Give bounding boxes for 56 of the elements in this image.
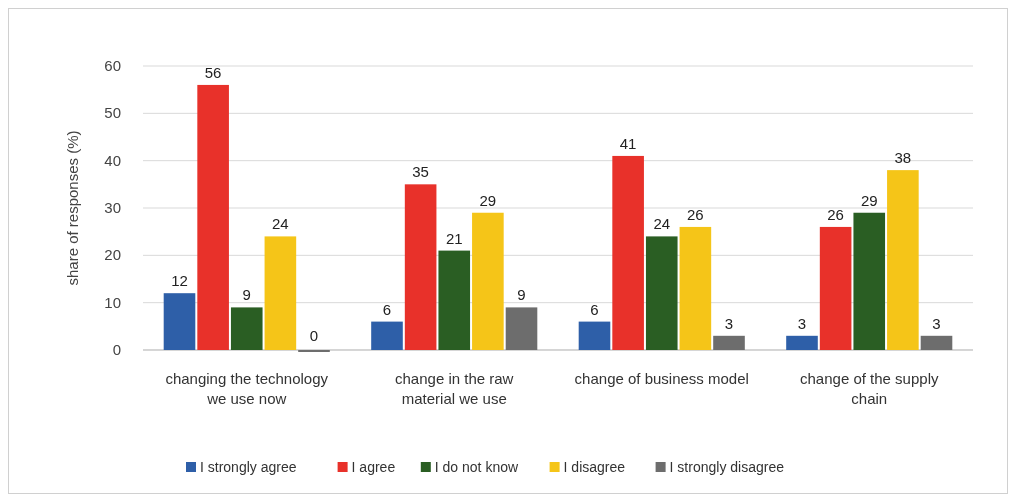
y-axis-title: share of responses (%) (64, 130, 81, 286)
bar (612, 155, 644, 350)
bar (578, 321, 611, 350)
bar (230, 307, 263, 350)
bar (472, 212, 504, 350)
bar (819, 226, 852, 350)
data-label: 3 (797, 314, 807, 332)
data-label: 24 (653, 215, 671, 233)
x-tick-label: change of business model (574, 370, 749, 387)
data-label: 3 (932, 314, 941, 332)
bar (163, 293, 196, 350)
bar (920, 335, 953, 350)
data-label: 6 (590, 300, 599, 318)
y-tick-label: 50 (104, 104, 121, 122)
y-tick-label: 40 (104, 151, 121, 169)
bar (371, 321, 403, 350)
data-label: 9 (242, 286, 251, 304)
data-label: 9 (517, 286, 526, 304)
data-label: 29 (860, 191, 878, 209)
data-label: 29 (479, 191, 497, 209)
x-tick-label: change of the supply chain (800, 370, 939, 407)
data-label: 26 (687, 205, 704, 223)
bar (887, 170, 919, 350)
data-label: 24 (272, 215, 289, 233)
data-label: 3 (724, 314, 734, 332)
data-label: 6 (382, 300, 392, 318)
data-label: 12 (171, 272, 188, 290)
bar (645, 236, 678, 350)
bar (438, 250, 471, 350)
data-label: 38 (894, 149, 912, 167)
data-label: 0 (309, 327, 319, 344)
x-tick-label: change in the raw material we use (395, 370, 514, 407)
y-tick-label: 30 (104, 199, 121, 216)
bar (853, 212, 886, 350)
y-tick-label: 0 (112, 341, 121, 358)
data-label: 35 (412, 163, 429, 181)
bar (679, 226, 712, 350)
legend-label: I do not know (434, 459, 519, 475)
data-label: 41 (619, 134, 637, 152)
legend-label: I strongly disagree (669, 459, 785, 475)
bar (197, 84, 229, 350)
bar (713, 335, 745, 350)
bar (786, 335, 818, 350)
bar (505, 307, 538, 350)
data-label: 26 (827, 205, 844, 223)
data-label: 21 (445, 229, 463, 247)
y-tick-label: 10 (104, 293, 121, 311)
legend-label: I strongly agree (200, 459, 297, 475)
y-tick-label: 60 (104, 57, 121, 74)
legend-label: I disagree (563, 459, 626, 475)
x-tick-label: changing the technology we use now (165, 370, 329, 407)
bar (404, 184, 437, 350)
bar (264, 236, 297, 350)
data-label: 56 (204, 63, 222, 81)
y-tick-label: 20 (104, 246, 121, 264)
legend-label: I agree (351, 459, 396, 475)
